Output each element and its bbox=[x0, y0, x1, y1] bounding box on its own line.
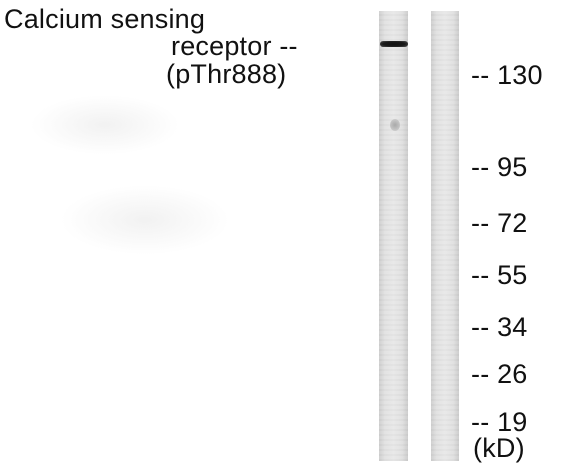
mw-marker-130: -- 130 bbox=[471, 60, 543, 90]
mw-marker-55: -- 55 bbox=[471, 260, 528, 290]
protein-label-line1: Calcium sensing bbox=[4, 4, 206, 34]
unit-label: (kD) bbox=[473, 433, 525, 463]
background-haze bbox=[60, 185, 230, 255]
blot-spot bbox=[390, 119, 400, 131]
mw-marker-34: -- 34 bbox=[471, 312, 528, 342]
protein-label-line2: receptor -- bbox=[171, 31, 298, 61]
blot-lane-2 bbox=[431, 11, 459, 461]
background-haze bbox=[30, 95, 180, 155]
mw-marker-19: -- 19 bbox=[471, 407, 528, 437]
mw-marker-95: -- 95 bbox=[471, 152, 528, 182]
blot-lane-1 bbox=[379, 11, 408, 461]
mw-marker-72: -- 72 bbox=[471, 208, 528, 238]
protein-label-line3: (pThr888) bbox=[166, 59, 287, 89]
protein-band bbox=[380, 41, 408, 47]
mw-marker-26: -- 26 bbox=[471, 359, 528, 389]
